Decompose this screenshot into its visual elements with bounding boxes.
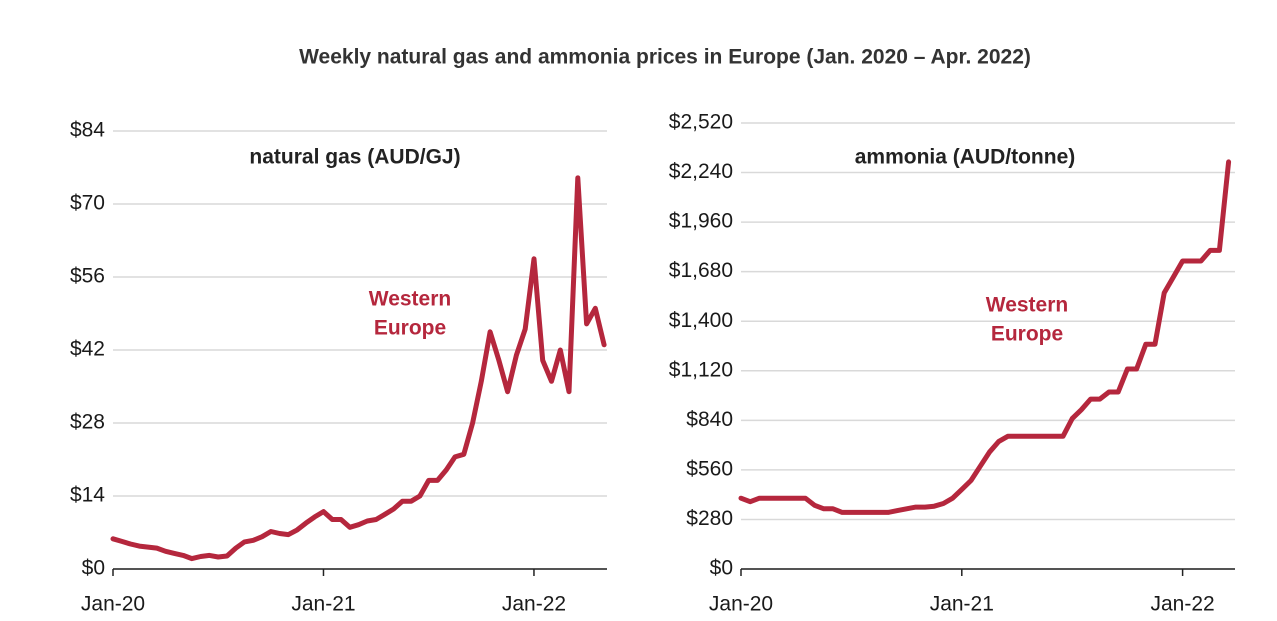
annotation: Europe: [374, 317, 446, 340]
x-tick-label: Jan-20: [709, 593, 773, 616]
panel-title: natural gas (AUD/GJ): [249, 146, 460, 169]
y-tick-label: $840: [686, 408, 733, 431]
y-tick-label: $14: [70, 484, 105, 507]
y-tick-label: $1,680: [669, 259, 733, 282]
y-tick-label: $2,240: [669, 160, 733, 183]
y-tick-label: $0: [82, 557, 105, 580]
panel-title: ammonia (AUD/tonne): [855, 146, 1076, 169]
x-tick-label: Jan-21: [291, 593, 355, 616]
y-tick-label: $28: [70, 411, 105, 434]
y-tick-label: $70: [70, 192, 105, 215]
y-tick-label: $56: [70, 265, 105, 288]
data-line: [738, 159, 1232, 515]
x-tick-label: Jan-20: [81, 593, 145, 616]
y-tick-label: $560: [686, 457, 733, 480]
y-tick-label: $1,120: [669, 358, 733, 381]
y-tick-label: $0: [710, 557, 733, 580]
annotation: Europe: [991, 323, 1063, 346]
y-tick-label: $42: [70, 338, 105, 361]
chart-title: Weekly natural gas and ammonia prices in…: [299, 46, 1031, 69]
y-tick-label: $280: [686, 507, 733, 530]
x-tick-label: Jan-22: [1150, 593, 1214, 616]
x-tick-label: Jan-21: [930, 593, 994, 616]
annotation: Western: [369, 288, 451, 311]
x-tick-label: Jan-22: [502, 593, 566, 616]
data-line: [110, 175, 607, 562]
y-tick-label: $84: [70, 119, 105, 142]
y-tick-label: $1,400: [669, 309, 733, 332]
annotation: Western: [986, 294, 1068, 317]
y-tick-label: $1,960: [669, 210, 733, 233]
y-tick-label: $2,520: [669, 111, 733, 134]
